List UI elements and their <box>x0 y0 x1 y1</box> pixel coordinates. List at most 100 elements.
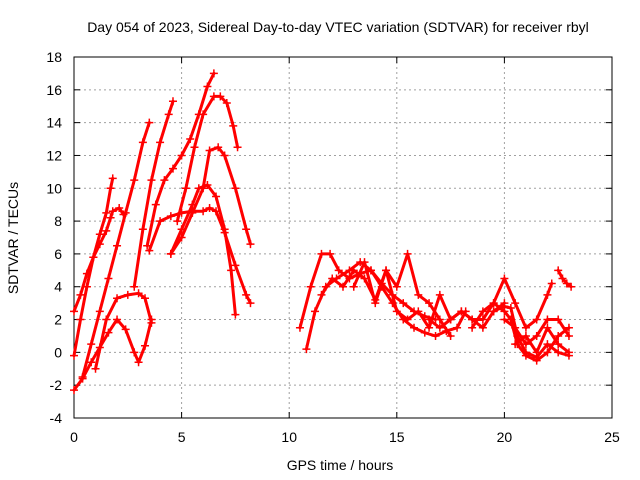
data-point <box>205 203 214 212</box>
data-point <box>468 323 477 332</box>
data-point <box>212 192 221 201</box>
data-point <box>106 184 115 193</box>
series-arc-19 <box>500 315 573 349</box>
data-point <box>366 266 375 275</box>
x-tick-label: 0 <box>70 429 78 445</box>
data-point <box>141 341 150 350</box>
data-point <box>138 138 147 147</box>
series-arc-4 <box>70 315 156 395</box>
data-point <box>410 323 419 332</box>
data-point <box>220 151 229 160</box>
data-point <box>70 386 78 395</box>
series-line <box>556 268 573 289</box>
data-point <box>164 110 173 119</box>
data-point <box>468 315 477 324</box>
data-point <box>108 174 117 183</box>
series-arc-3 <box>78 118 154 381</box>
series-line <box>169 145 252 256</box>
series-line <box>72 176 115 358</box>
series-arc-21 <box>554 266 576 291</box>
series-line <box>132 99 175 289</box>
data-point <box>500 315 509 324</box>
data-point <box>199 207 208 216</box>
data-point <box>229 121 238 130</box>
series-arc-7 <box>143 69 218 250</box>
data-point <box>382 266 391 275</box>
series-line <box>94 291 153 371</box>
data-point <box>166 249 175 258</box>
data-point <box>547 279 556 288</box>
data-point <box>216 92 225 101</box>
data-point <box>233 143 242 152</box>
data-point <box>326 249 335 258</box>
data-point <box>113 315 122 324</box>
series-arc-20 <box>511 323 573 357</box>
data-point <box>220 225 229 234</box>
data-point <box>203 180 212 189</box>
data-point <box>339 282 347 291</box>
data-point <box>173 217 182 226</box>
data-point <box>435 315 444 324</box>
data-point <box>242 225 251 234</box>
data-point <box>425 323 434 332</box>
data-point <box>506 304 515 313</box>
data-point <box>562 279 571 288</box>
data-point <box>403 315 412 324</box>
data-point <box>104 274 113 283</box>
data-point <box>147 318 156 327</box>
data-point <box>446 315 455 324</box>
data-point <box>521 331 530 340</box>
data-point <box>554 266 563 275</box>
data-point <box>425 299 434 308</box>
data-point <box>399 299 408 308</box>
data-point <box>145 246 154 255</box>
data-point <box>190 143 199 152</box>
data-point <box>435 290 444 299</box>
data-point <box>554 340 563 349</box>
data-point <box>457 307 466 316</box>
data-point <box>147 176 156 185</box>
series-arc-9 <box>173 92 242 226</box>
y-tick-label: 18 <box>46 49 62 65</box>
data-point <box>521 340 530 349</box>
y-tick-label: 8 <box>54 213 62 229</box>
data-point <box>521 348 530 357</box>
data-point <box>564 348 573 357</box>
data-point <box>425 315 434 324</box>
data-point <box>334 266 343 275</box>
data-point <box>113 241 122 250</box>
data-point <box>130 348 139 357</box>
data-point <box>564 323 573 332</box>
data-point <box>500 302 509 311</box>
data-point <box>349 282 358 291</box>
data-point <box>554 331 563 340</box>
data-point <box>532 348 541 357</box>
series-line <box>513 326 571 354</box>
data-point <box>478 307 487 316</box>
data-point <box>521 323 530 332</box>
series-line <box>72 318 153 392</box>
x-tick-label: 5 <box>178 429 186 445</box>
data-point <box>104 328 113 337</box>
data-point <box>392 307 401 316</box>
data-point <box>177 225 186 234</box>
data-point <box>76 290 85 299</box>
data-point <box>186 135 195 144</box>
data-point <box>532 331 541 340</box>
data-point <box>134 289 143 298</box>
data-point <box>95 307 104 316</box>
data-point <box>403 249 412 258</box>
data-point <box>317 290 326 299</box>
data-point <box>231 184 240 193</box>
data-point <box>82 282 91 291</box>
data-point <box>138 225 147 234</box>
data-point <box>543 290 552 299</box>
data-point <box>349 266 358 275</box>
y-tick-label: 16 <box>46 82 62 98</box>
data-point <box>328 274 337 283</box>
data-point <box>453 323 462 332</box>
data-point <box>203 82 212 91</box>
data-point <box>123 290 132 299</box>
data-point <box>121 208 130 217</box>
series-arc-6 <box>130 97 177 291</box>
